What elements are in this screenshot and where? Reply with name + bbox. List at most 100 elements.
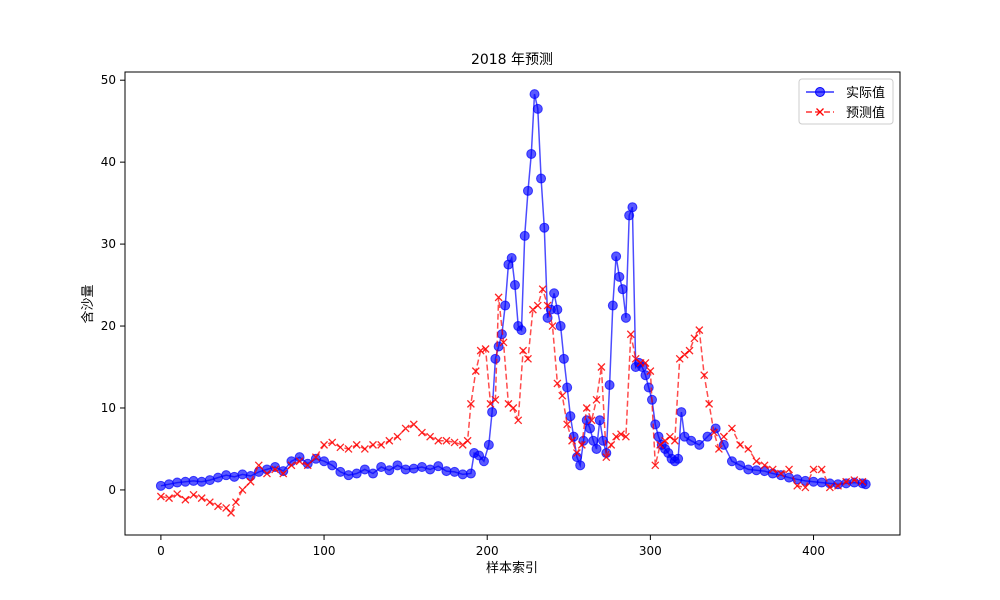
x-tick-label: 200: [476, 544, 499, 558]
data-point: [653, 431, 664, 442]
data-point: [736, 440, 745, 449]
data-point: [426, 432, 435, 441]
data-point: [604, 380, 615, 391]
data-point: [336, 443, 345, 452]
data-point: [343, 470, 354, 481]
data-point: [344, 444, 353, 453]
data-point: [594, 415, 605, 426]
data-point: [626, 330, 635, 339]
data-point: [519, 230, 530, 241]
data-point: [369, 440, 377, 449]
data-point: [359, 464, 370, 475]
data-point: [271, 465, 280, 474]
x-tick-label: 300: [639, 544, 662, 558]
data-point: [254, 461, 263, 470]
data-point: [509, 404, 518, 412]
data-point: [776, 469, 785, 478]
data-point: [270, 461, 281, 472]
x-axis-label: 样本索引: [486, 561, 538, 576]
data-point: [533, 301, 542, 310]
y-tick-label: 40: [101, 155, 116, 169]
legend-label: 预测值: [846, 105, 885, 121]
data-point: [809, 465, 818, 474]
data-point: [695, 326, 704, 335]
data-point: [752, 457, 761, 466]
data-point: [825, 483, 834, 492]
data-point: [278, 466, 289, 477]
data-point: [614, 271, 625, 282]
y-tick-label: 0: [108, 483, 116, 497]
data-point: [408, 463, 419, 474]
data-point: [519, 346, 528, 355]
data-point: [842, 477, 851, 486]
data-point: [585, 423, 595, 434]
series-2: [156, 285, 867, 517]
data-point: [499, 338, 508, 347]
y-tick-label: 10: [101, 401, 116, 415]
data-point: [562, 382, 573, 393]
plot-frame: [124, 71, 901, 536]
data-point: [563, 420, 572, 429]
data-point: [156, 492, 165, 501]
data-point: [500, 300, 511, 311]
data-point: [351, 468, 362, 479]
legend-entry: 实际值: [806, 85, 885, 101]
data-point: [352, 440, 361, 449]
data-point: [607, 300, 618, 311]
data-point: [262, 469, 271, 478]
data-point: [597, 363, 606, 371]
data-point: [205, 498, 214, 507]
data-point: [238, 485, 247, 494]
data-point: [577, 440, 586, 449]
data-point: [760, 461, 769, 470]
data-point: [553, 379, 562, 388]
chart-title: 2018 年预测: [471, 52, 553, 68]
data-point: [491, 395, 500, 404]
data-point: [602, 453, 611, 462]
data-point: [279, 469, 288, 478]
series-1: [155, 89, 871, 491]
data-point: [686, 435, 697, 446]
data-point: [416, 461, 427, 472]
data-point: [552, 304, 563, 315]
data-point: [834, 481, 842, 490]
data-point: [401, 424, 410, 433]
data-point: [673, 453, 684, 464]
data-point: [310, 453, 321, 464]
data-point: [180, 476, 191, 487]
x-tick-label: 0: [157, 544, 165, 558]
data-point: [620, 312, 631, 323]
data-point: [164, 479, 175, 490]
data-point: [751, 465, 762, 476]
data-point: [478, 456, 489, 467]
data-point: [558, 391, 567, 400]
data-point: [441, 466, 452, 477]
data-point: [227, 508, 236, 517]
data-point: [490, 353, 501, 364]
data-point: [582, 404, 591, 412]
data-point: [231, 498, 240, 507]
data-point: [858, 477, 867, 486]
y-axis-label: 含沙量: [80, 284, 96, 323]
data-point: [196, 476, 207, 487]
data-point: [612, 432, 621, 441]
x-tick-label: 100: [313, 544, 336, 558]
data-point: [591, 443, 602, 454]
y-tick-label: 50: [101, 73, 116, 87]
data-point: [319, 456, 330, 467]
data-point: [204, 475, 215, 486]
data-point: [506, 253, 517, 264]
data-point: [328, 438, 337, 447]
data-point: [841, 478, 852, 489]
data-point: [471, 367, 480, 376]
data-point: [676, 407, 687, 418]
data-point: [384, 465, 395, 476]
data-point: [700, 371, 709, 380]
data-point: [624, 210, 635, 221]
data-point: [172, 477, 183, 488]
data-point: [173, 490, 182, 498]
data-point: [286, 456, 297, 467]
data-point: [768, 465, 777, 474]
data-point: [466, 399, 475, 408]
